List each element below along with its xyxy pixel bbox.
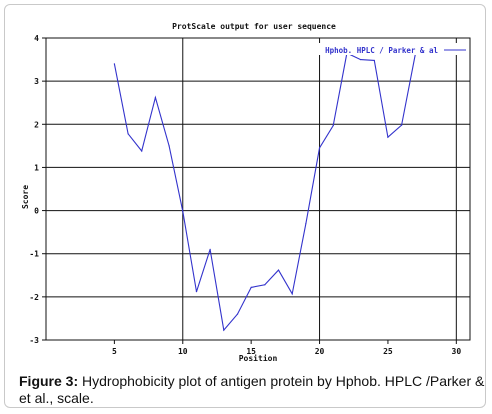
data-point [154,96,157,99]
data-point [168,145,170,147]
y-axis-label: Score [21,185,30,209]
data-point [291,293,293,295]
data-point [318,147,321,149]
data-point [223,329,225,331]
x-tick-label: 25 [383,347,393,356]
x-tick-label: 10 [178,347,188,356]
data-point [195,291,198,293]
y-tick-label: 3 [34,77,39,86]
data-point [332,124,334,127]
figure-caption: Figure 3: Hydrophobicity plot of antigen… [19,373,487,407]
data-point [277,269,280,271]
data-point [264,284,266,286]
y-tick-label: 4 [34,34,39,43]
data-point [401,124,403,126]
caption-text: Hydrophobicity plot of antigen protein b… [19,373,485,406]
figure-frame: ProtScale output for user sequence 5 10 15… [4,4,486,408]
y-tick-label: 0 [34,207,39,216]
data-point [359,58,362,61]
legend-label: Hphob. HPLC / Parker & al [325,46,438,55]
series-layer [113,52,416,332]
x-tick-label: 15 [246,347,256,356]
y-tick-label: -3 [29,336,39,345]
data-point [182,210,184,213]
y-tick-label: 2 [34,120,39,129]
data-point [113,63,115,65]
chart-title: ProtScale output for user sequence [172,22,336,31]
data-point [236,313,239,315]
data-point [305,222,307,225]
x-tick-label: 5 [112,347,117,356]
data-point [209,248,211,250]
plot-border [45,37,471,341]
data-point [250,286,252,288]
data-point [127,133,129,135]
data-point [387,136,389,138]
x-tick-label: 20 [315,347,325,356]
x-axis-label: Position [239,353,278,363]
y-tick-label: -1 [29,250,39,259]
hydrophobicity-chart: ProtScale output for user sequence 5 10 15… [21,22,471,363]
series-line-0 [113,52,416,332]
data-point [373,59,375,62]
y-tick-label: 1 [34,163,39,172]
axes: 5 10 15 20 25 30 -3 -2 -1 0 1 2 3 4 [29,34,471,356]
legend-background [304,43,464,55]
y-tick-label: -2 [29,293,39,302]
x-tick-label: 30 [452,347,462,356]
grid-lines [46,37,470,340]
caption-label: Figure 3: [19,373,79,389]
data-point [141,150,143,152]
legend: Hphob. HPLC / Parker & al [304,43,466,55]
